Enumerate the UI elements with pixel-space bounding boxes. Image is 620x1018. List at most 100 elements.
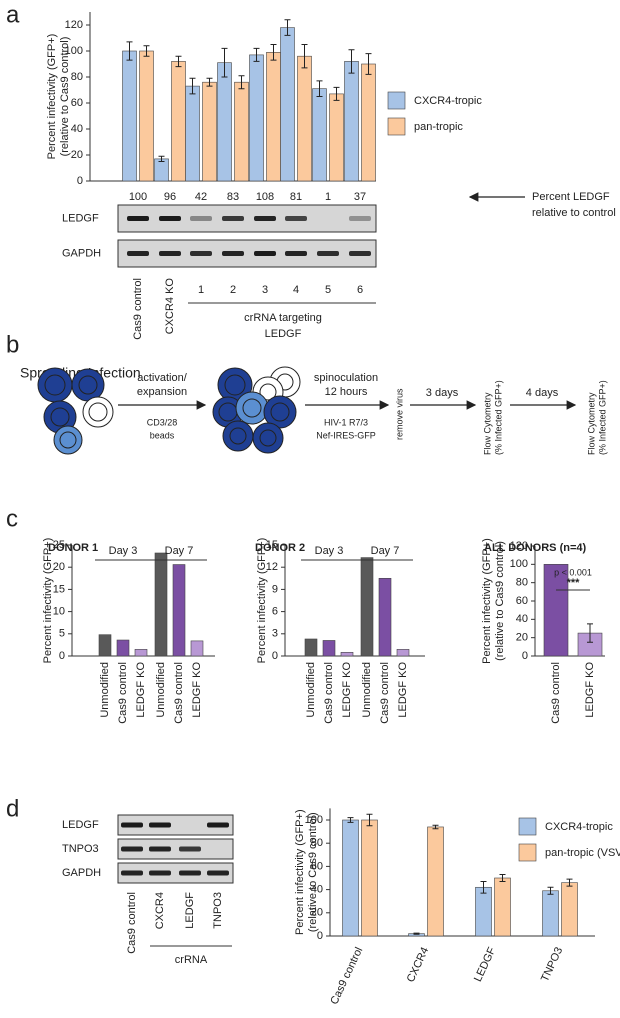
bar [361, 819, 378, 937]
error-bar [566, 878, 573, 887]
blot-band [349, 251, 371, 256]
lane-label: 1 [198, 284, 204, 296]
bar [561, 882, 578, 937]
step-label: spinoculation [314, 372, 378, 384]
y-tick-label: 20 [53, 561, 65, 573]
value-label: 100 [129, 191, 147, 203]
annotation: *** [567, 577, 581, 589]
blot-band [285, 251, 307, 256]
legend-label: pan-tropic [414, 121, 463, 133]
bar [322, 640, 336, 657]
blot-row [117, 204, 377, 233]
x-tick-label: TNPO3 [539, 945, 565, 983]
bar [217, 62, 232, 182]
bar [340, 651, 354, 657]
blot-row [117, 862, 234, 884]
y-tick-label: 100 [65, 45, 83, 57]
blot-band [121, 870, 143, 876]
y-tick-label: 80 [311, 837, 323, 849]
bar [171, 61, 186, 182]
step-label: Nef-IRES-GFP [316, 430, 376, 440]
y-tick-label: 100 [510, 558, 528, 570]
blot-band [285, 216, 307, 221]
bar [172, 564, 186, 657]
cells [37, 366, 301, 455]
blot-band [179, 870, 201, 876]
note: Percent LEDGF [532, 191, 610, 203]
y-tick-label: 60 [516, 595, 528, 607]
y-tick-label: 80 [71, 71, 83, 83]
blot-band [190, 216, 212, 221]
y-tick-label: 9 [272, 583, 278, 595]
lane-label: Cas9 control [132, 278, 144, 340]
x-tick-label: LEDGF [472, 945, 498, 984]
bar [360, 557, 374, 657]
bar [543, 564, 569, 657]
x-tick-label: Cas9 control [117, 662, 129, 724]
note: relative to control [532, 207, 616, 219]
x-tick-label: Unmodified [155, 662, 167, 718]
blot-band [159, 251, 181, 256]
y-tick-label: 60 [311, 860, 323, 872]
blot-band [159, 216, 181, 221]
blot-label: TNPO3 [62, 843, 99, 855]
error-bar [347, 817, 354, 823]
lane-label: Cas9 control [126, 892, 138, 954]
y-tick-label: 120 [65, 19, 83, 31]
y-tick-label: 0 [77, 175, 83, 187]
bar [361, 63, 376, 182]
error-bar [158, 155, 165, 162]
bar [378, 577, 392, 657]
step-label: 4 days [526, 387, 559, 399]
blot-band [121, 846, 143, 852]
step-label: HIV-1 R7/3 [324, 417, 368, 427]
blot-row [117, 838, 234, 860]
error-bar [270, 44, 277, 61]
group-label: Day 7 [371, 545, 400, 557]
x-tick-label: Cas9 control [379, 662, 391, 724]
y-tick-label: 6 [272, 606, 278, 618]
group-label: Day 3 [315, 545, 344, 557]
y-axis-label: Percent infectivity (GFP+) [256, 538, 268, 664]
blot-band [190, 251, 212, 256]
x-tick-label: LEDGF KO [341, 662, 353, 718]
x-tick-label: CXCR4 [405, 945, 432, 984]
blot-band [149, 822, 171, 828]
x-tick-label: Cas9 control [550, 662, 562, 724]
error-bar [316, 80, 323, 97]
y-tick-label: 40 [516, 613, 528, 625]
value-label: 37 [354, 191, 366, 203]
bar [396, 649, 410, 657]
bar [266, 51, 281, 182]
legend-label: CXCR4-tropic [545, 821, 613, 833]
lane-label: LEDGF [184, 892, 196, 929]
y-tick-label: 3 [272, 628, 278, 640]
y-tick-label: 15 [266, 539, 278, 551]
bar [154, 158, 169, 182]
error-bar [206, 77, 213, 87]
bar [122, 50, 137, 182]
axis [71, 545, 215, 657]
lane-group-label: crRNA [175, 954, 208, 966]
y-tick-label: 5 [59, 628, 65, 640]
lane-label: 5 [325, 284, 331, 296]
error-bar [175, 55, 182, 68]
blot-band [317, 251, 339, 256]
legend-swatch [518, 843, 537, 862]
lane-group-label: crRNA targeting [244, 312, 322, 324]
blot-band [254, 251, 276, 256]
bar [494, 877, 511, 937]
y-tick-label: 60 [71, 97, 83, 109]
bar [304, 638, 318, 657]
blot-label: GAPDH [62, 247, 101, 259]
bar [342, 819, 359, 937]
blot-band [149, 846, 171, 852]
bar [312, 88, 327, 182]
bar [249, 54, 264, 182]
y-tick-label: 0 [522, 650, 528, 662]
bar [427, 826, 444, 937]
bar [134, 649, 148, 657]
error-bar [480, 880, 487, 894]
lane-group-label: LEDGF [265, 328, 302, 340]
value-label: 42 [195, 191, 207, 203]
